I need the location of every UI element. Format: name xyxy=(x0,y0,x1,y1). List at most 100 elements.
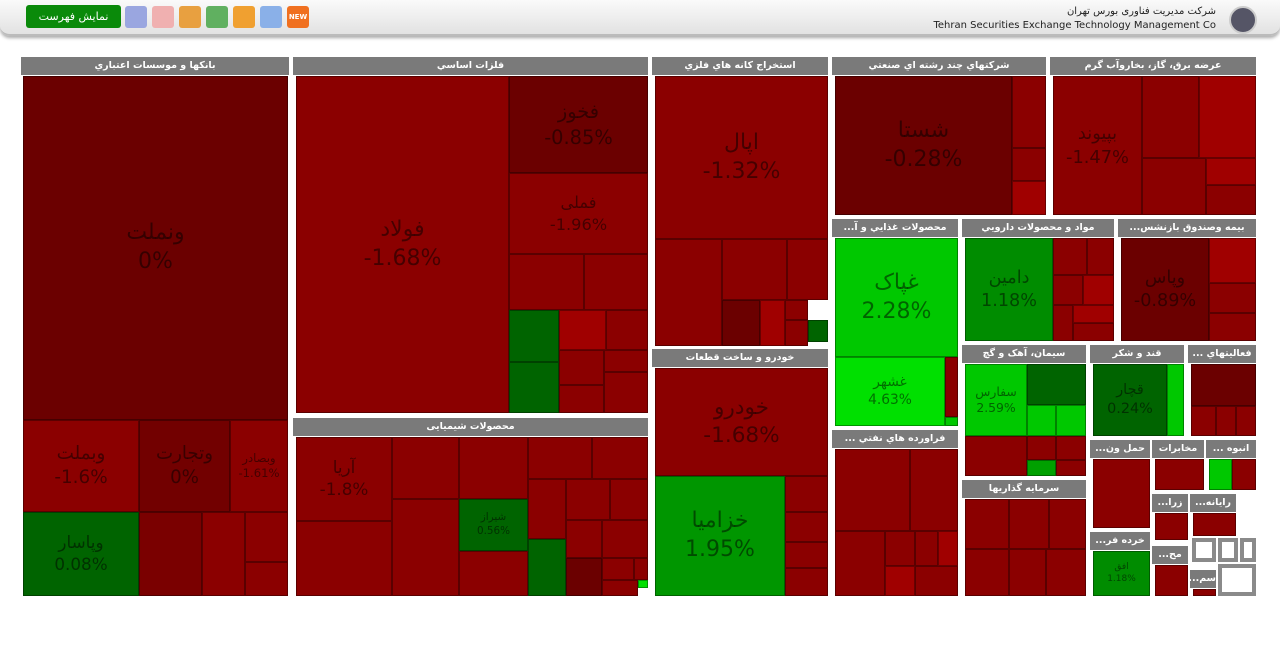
stock-tile[interactable]: فولاد -1.68% xyxy=(296,76,509,413)
stock-tile[interactable]: بپیوند -1.47% xyxy=(1053,76,1142,215)
stock-tile[interactable] xyxy=(392,437,459,499)
stock-tile[interactable] xyxy=(1232,459,1256,490)
stock-tile[interactable]: دامین 1.18% xyxy=(965,238,1053,341)
stock-tile[interactable] xyxy=(509,310,559,362)
stock-tile[interactable] xyxy=(1191,406,1216,436)
stock-tile[interactable] xyxy=(760,300,785,346)
stock-tile[interactable] xyxy=(785,542,828,568)
stock-tile[interactable] xyxy=(1209,459,1232,490)
stock-tile[interactable] xyxy=(722,239,787,300)
stock-tile[interactable] xyxy=(1142,76,1199,158)
stock-tile[interactable] xyxy=(528,539,566,596)
stock-tile[interactable] xyxy=(1012,76,1046,148)
sector-title[interactable]: بیمه وصندوق بازنشس... xyxy=(1118,219,1256,237)
new-icon[interactable]: NEW xyxy=(287,6,309,28)
stock-tile[interactable] xyxy=(655,239,722,346)
stock-tile[interactable] xyxy=(1027,436,1056,460)
stock-tile[interactable]: خزامیا 1.95% xyxy=(655,476,785,596)
stock-tile[interactable] xyxy=(1056,405,1086,436)
stock-tile[interactable] xyxy=(1049,499,1086,549)
stock-tile[interactable] xyxy=(245,562,288,596)
stock-tile[interactable] xyxy=(785,476,828,512)
sector-title[interactable]: مواد و محصولات دارويي xyxy=(962,219,1114,237)
stock-tile[interactable] xyxy=(566,558,602,596)
show-list-button[interactable]: نمایش فهرست xyxy=(26,5,121,28)
stock-tile[interactable] xyxy=(965,499,1009,549)
small-sector[interactable] xyxy=(1218,538,1238,562)
sector-title[interactable]: مخابرات xyxy=(1152,440,1204,458)
sector-title[interactable]: استخراج کانه هاي فلزي xyxy=(652,57,828,75)
stock-tile[interactable] xyxy=(559,350,604,385)
stock-tile[interactable] xyxy=(606,310,648,350)
stock-tile[interactable]: فخوز -0.85% xyxy=(509,76,648,173)
stock-tile[interactable]: فملی -1.96% xyxy=(509,173,648,254)
stock-tile[interactable] xyxy=(1206,158,1256,185)
stock-tile[interactable] xyxy=(1193,513,1236,536)
stock-tile[interactable] xyxy=(885,531,915,566)
stock-tile[interactable] xyxy=(528,437,592,479)
stock-tile[interactable]: وپاسار 0.08% xyxy=(23,512,139,596)
stock-tile[interactable] xyxy=(1087,238,1114,275)
stock-tile[interactable]: افق 1.18% xyxy=(1093,551,1150,596)
stock-tile[interactable] xyxy=(1167,364,1184,436)
sector-title[interactable]: سرمایه گذاریها xyxy=(962,480,1086,498)
help-icon[interactable] xyxy=(260,6,282,28)
sector-title[interactable]: فراورده هاي نفتي ... xyxy=(832,430,958,448)
stock-tile[interactable] xyxy=(392,499,459,596)
stock-tile[interactable] xyxy=(1009,499,1049,549)
stock-tile[interactable]: وبصادر -1.61% xyxy=(230,420,288,512)
sector-title[interactable]: خودرو و ساخت قطعات xyxy=(652,349,828,367)
stock-tile[interactable]: وپاس -0.89% xyxy=(1121,238,1209,341)
stock-tile[interactable] xyxy=(509,362,559,413)
stock-tile[interactable] xyxy=(910,449,958,531)
stock-tile[interactable] xyxy=(915,531,938,566)
stock-tile[interactable]: غشهر 4.63% xyxy=(835,357,945,426)
stock-tile[interactable] xyxy=(785,300,808,320)
stock-tile[interactable] xyxy=(610,479,648,520)
sector-title[interactable]: محصولات شیمیایی xyxy=(293,418,648,436)
stock-tile[interactable]: خودرو -1.68% xyxy=(655,368,828,476)
stock-tile[interactable] xyxy=(634,558,648,580)
stock-tile[interactable] xyxy=(945,357,958,417)
stock-tile[interactable] xyxy=(202,512,245,596)
search-icon[interactable] xyxy=(206,6,228,28)
stock-tile[interactable]: غپاک 2.28% xyxy=(835,238,958,357)
stock-tile[interactable] xyxy=(785,568,828,596)
table-icon[interactable] xyxy=(179,6,201,28)
stock-tile[interactable] xyxy=(938,531,958,566)
stock-tile[interactable] xyxy=(604,372,648,413)
stock-tile[interactable] xyxy=(296,521,392,596)
stock-tile[interactable] xyxy=(592,437,648,479)
stock-tile[interactable] xyxy=(584,254,648,310)
stock-tile[interactable] xyxy=(1073,323,1114,341)
stock-tile[interactable] xyxy=(1027,405,1056,436)
stock-tile[interactable] xyxy=(1191,364,1256,406)
stock-tile[interactable] xyxy=(638,580,648,588)
stock-tile[interactable] xyxy=(602,520,648,558)
stock-tile[interactable] xyxy=(602,580,638,596)
sector-title[interactable]: شرکتهاي چند رشته اي صنعتي xyxy=(832,57,1046,75)
stock-tile[interactable] xyxy=(965,549,1009,596)
stock-tile[interactable] xyxy=(787,239,828,300)
stock-tile[interactable] xyxy=(1073,305,1114,323)
stock-tile[interactable] xyxy=(1027,460,1056,476)
small-sector[interactable] xyxy=(1218,564,1256,596)
stock-tile[interactable] xyxy=(722,300,760,346)
stock-tile[interactable] xyxy=(1093,459,1150,528)
small-sector[interactable] xyxy=(1192,538,1216,562)
stock-tile[interactable] xyxy=(1155,513,1188,540)
stock-tile[interactable] xyxy=(1206,185,1256,215)
globe-icon[interactable] xyxy=(125,6,147,28)
stock-tile[interactable]: قچار 0.24% xyxy=(1093,364,1167,436)
sector-title[interactable]: بانکها و موسسات اعتباري xyxy=(21,57,289,75)
stock-tile[interactable] xyxy=(885,566,915,596)
stock-tile[interactable] xyxy=(509,254,584,310)
sector-title[interactable]: انبوه ... xyxy=(1206,440,1256,458)
stock-tile[interactable] xyxy=(559,385,604,413)
sector-title[interactable]: زرا... xyxy=(1152,494,1188,512)
sector-title[interactable]: محصولات غذايي و آ... xyxy=(832,219,958,237)
sector-title[interactable]: عرضه برق، گاز، بخاروآب گرم xyxy=(1050,57,1256,75)
stock-tile[interactable] xyxy=(1209,283,1256,313)
stock-tile[interactable] xyxy=(1209,313,1256,341)
sector-title[interactable]: قند و شکر xyxy=(1090,345,1184,363)
